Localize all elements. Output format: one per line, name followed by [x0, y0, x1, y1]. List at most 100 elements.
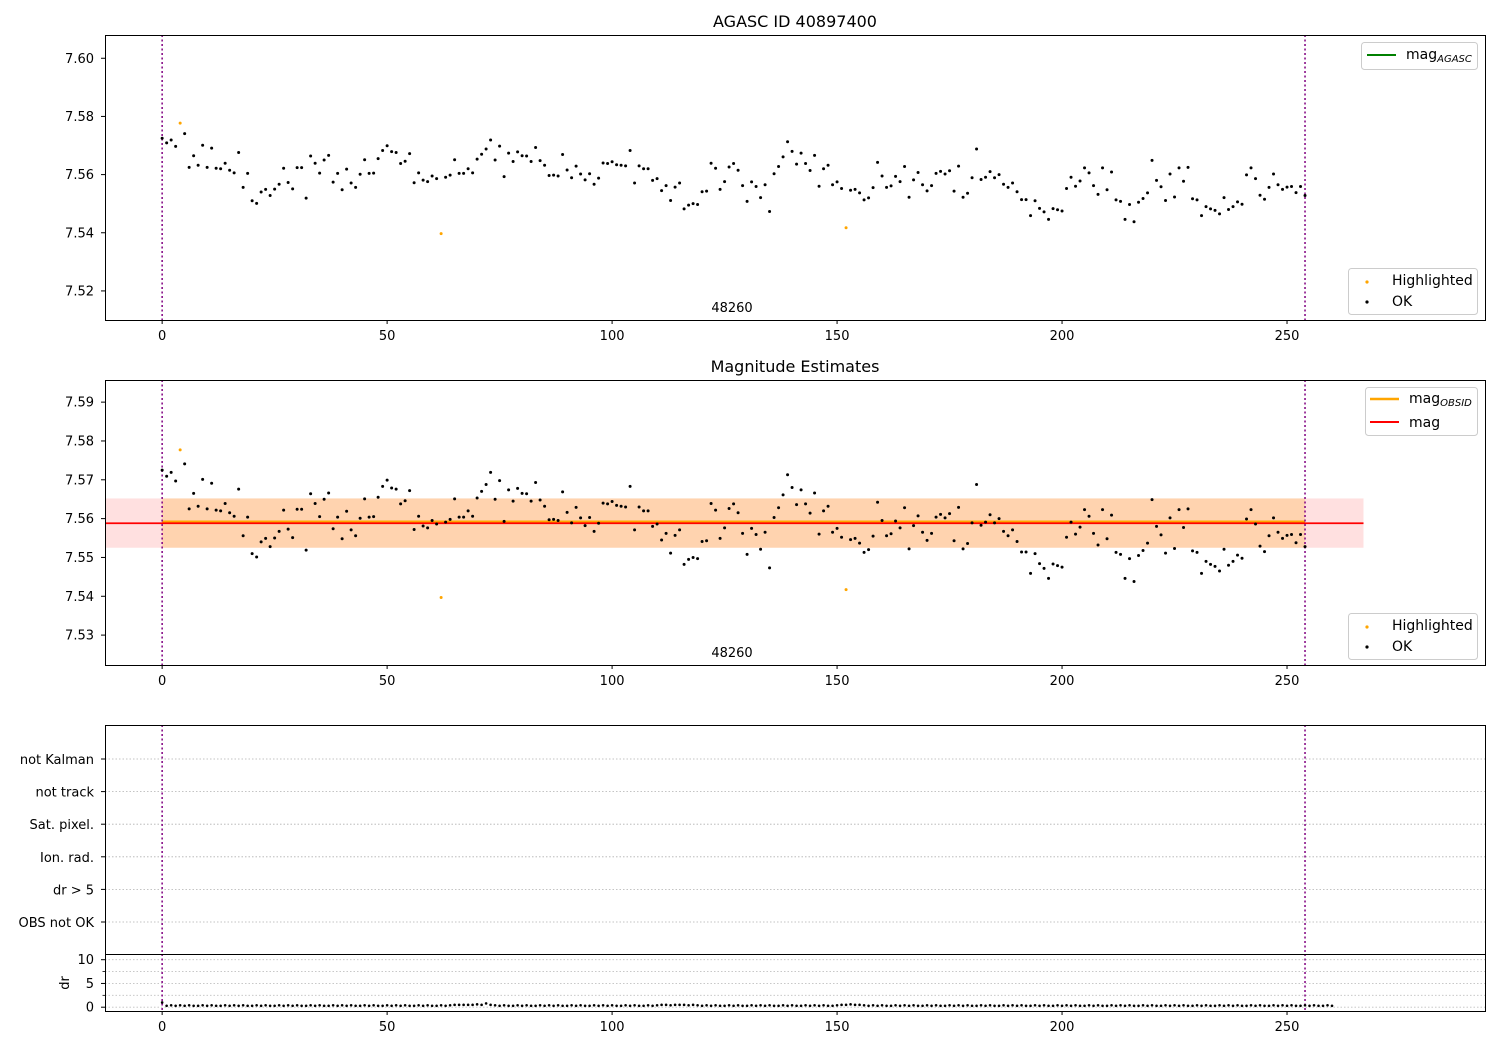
- ok-point: [358, 516, 362, 520]
- dr-point: [408, 1004, 411, 1008]
- dr-point: [295, 1004, 299, 1007]
- ok-point: [1096, 543, 1100, 547]
- ok-point: [1011, 181, 1015, 185]
- ok-point: [804, 502, 808, 506]
- flags-panel: not Kalman not track Sat. pixel. Ion. rad. d…: [19, 725, 1486, 955]
- x-tick-label: 100: [600, 674, 625, 689]
- dr-point: [1177, 1004, 1181, 1008]
- ok-point: [862, 198, 866, 202]
- ok-point: [655, 522, 659, 526]
- y-tick-label: 10: [77, 953, 94, 968]
- dr-point: [291, 1004, 294, 1008]
- dr-point: [502, 1004, 506, 1007]
- ok-point: [511, 499, 515, 503]
- ok-point: [408, 489, 412, 493]
- ok-point: [772, 515, 776, 519]
- dr-point: [1195, 1004, 1199, 1007]
- ok-point: [214, 166, 218, 170]
- ok-point: [160, 136, 164, 140]
- ok-point: [1110, 170, 1114, 174]
- dr-point: [633, 1004, 636, 1007]
- x-tick-label: 50: [379, 1020, 396, 1035]
- ok-point: [309, 154, 313, 158]
- ok-point: [1015, 540, 1019, 544]
- dr-panel: 0 50 100 150 200 250 0 5 10 dr: [58, 953, 1486, 1035]
- dr-point: [1204, 1004, 1208, 1007]
- ok-point: [169, 470, 173, 474]
- ok-point: [1056, 564, 1060, 568]
- dr-point: [750, 1004, 753, 1007]
- ok-point: [376, 157, 380, 161]
- dr-point: [1060, 1004, 1064, 1008]
- dr-point: [970, 1004, 974, 1008]
- dr-point: [493, 1004, 497, 1007]
- dr-point: [786, 1004, 789, 1008]
- dr-point: [606, 1004, 609, 1008]
- ok-point: [610, 160, 614, 164]
- ok-point: [682, 562, 686, 566]
- dr-point: [790, 1004, 794, 1007]
- dr-point: [718, 1004, 722, 1008]
- dr-point: [1128, 1004, 1131, 1007]
- ok-point: [705, 189, 709, 193]
- dr-point: [1182, 1004, 1185, 1007]
- ok-point: [205, 165, 209, 169]
- dr-point: [628, 1004, 632, 1008]
- ok-point: [1267, 185, 1271, 189]
- dr-point: [399, 1004, 402, 1008]
- ok-point: [840, 535, 844, 539]
- ok-point: [1051, 562, 1055, 566]
- dr-point: [1240, 1004, 1244, 1008]
- ok-point: [606, 502, 610, 506]
- ok-point: [1209, 562, 1213, 566]
- dr-point: [1105, 1004, 1109, 1008]
- ok-point: [520, 491, 524, 495]
- ok-point: [822, 509, 826, 513]
- dr-point: [840, 1003, 843, 1007]
- ok-point: [426, 526, 430, 530]
- ok-point: [1074, 184, 1078, 188]
- ok-point: [835, 526, 839, 530]
- ok-point: [1155, 524, 1159, 528]
- dr-point: [984, 1004, 987, 1008]
- ok-point: [1222, 196, 1226, 200]
- dr-point: [340, 1004, 344, 1007]
- ok-point: [493, 497, 497, 501]
- dr-point: [277, 1004, 281, 1007]
- ok-point: [709, 501, 713, 505]
- ok-point: [745, 199, 749, 203]
- ok-point: [673, 533, 677, 537]
- legend-mag-obsid-label: magOBSID: [1409, 391, 1472, 409]
- ok-point: [534, 146, 538, 150]
- ok-point: [1240, 556, 1244, 560]
- dr-point: [1047, 1004, 1050, 1008]
- ok-point: [543, 163, 547, 167]
- ok-point: [1002, 182, 1006, 186]
- highlighted-point: [178, 448, 182, 452]
- ok-point: [1024, 198, 1028, 202]
- ok-point: [367, 171, 371, 175]
- legend-highlighted-marker: [1365, 280, 1369, 284]
- ok-point: [466, 167, 470, 171]
- dr-point: [952, 1004, 956, 1008]
- magnitude-obsid-annotation: 48260: [711, 646, 752, 661]
- dr-point: [507, 1004, 510, 1008]
- dr-point: [1114, 1004, 1118, 1008]
- dr-point: [255, 1004, 258, 1007]
- dr-point: [201, 1004, 204, 1007]
- ok-point: [160, 468, 164, 472]
- dr-point: [795, 1004, 798, 1008]
- ok-point: [795, 503, 799, 507]
- dr-point: [1083, 1004, 1086, 1008]
- dr-point: [732, 1004, 735, 1008]
- ok-point: [961, 547, 965, 551]
- ok-point: [664, 531, 668, 535]
- dr-point: [547, 1004, 551, 1007]
- dr-point: [1285, 1004, 1289, 1008]
- ok-point: [723, 180, 727, 184]
- dr-point: [448, 1004, 452, 1007]
- dr-point: [210, 1004, 213, 1007]
- x-tick-label: 150: [825, 1020, 850, 1035]
- ok-point: [1258, 544, 1262, 548]
- ok-point: [993, 521, 997, 525]
